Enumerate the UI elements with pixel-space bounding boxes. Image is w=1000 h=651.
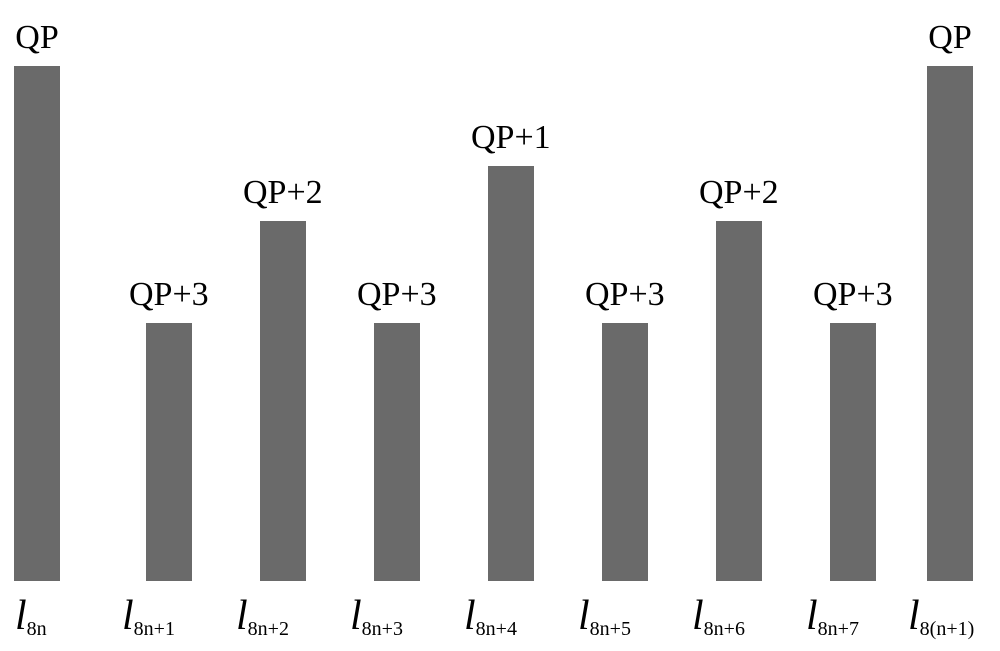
bar-1-rect (146, 323, 192, 581)
bar-2-x-sub: 8n+2 (248, 618, 289, 640)
bar-7-rect (830, 323, 876, 581)
bar-2-x-main: l (236, 593, 248, 639)
bar-7-x-main: l (806, 593, 818, 639)
bar-8-x-label: l8(n+1) (908, 592, 974, 641)
bar-5-rect (602, 323, 648, 581)
bar-8-rect (927, 66, 973, 581)
bar-0-x-main: l (15, 593, 27, 639)
bar-7: QP+3 (813, 276, 893, 581)
bar-0-x-label: l8n (15, 592, 47, 641)
bar-1-x-main: l (122, 593, 134, 639)
bar-6-top-label: QP+2 (699, 174, 779, 211)
bar-7-x-label: l8n+7 (806, 592, 859, 641)
bar-2-rect (260, 221, 306, 581)
bar-5: QP+3 (585, 276, 665, 581)
bar-1-top-label: QP+3 (129, 276, 209, 313)
bar-1: QP+3 (129, 276, 209, 581)
bar-6-x-label: l8n+6 (692, 592, 745, 641)
bar-4-x-main: l (464, 593, 476, 639)
bar-8-top-label: QP (928, 19, 971, 56)
bar-5-x-sub: 8n+5 (590, 618, 631, 640)
bar-3-top-label: QP+3 (357, 276, 437, 313)
bar-1-x-sub: 8n+1 (134, 618, 175, 640)
bar-4-x-sub: 8n+4 (476, 618, 517, 640)
bar-4-top-label: QP+1 (471, 119, 551, 156)
bar-7-top-label: QP+3 (813, 276, 893, 313)
bar-2: QP+2 (243, 174, 323, 581)
bar-6-x-sub: 8n+6 (704, 618, 745, 640)
bar-7-x-sub: 8n+7 (818, 618, 859, 640)
bar-0-x-sub: 8n (27, 618, 47, 640)
bar-6-x-main: l (692, 593, 704, 639)
bar-4-rect (488, 166, 534, 581)
bar-3: QP+3 (357, 276, 437, 581)
bar-3-x-sub: 8n+3 (362, 618, 403, 640)
bar-0: QP (14, 19, 60, 581)
bar-4: QP+1 (471, 119, 551, 581)
bar-0-rect (14, 66, 60, 581)
bar-1-x-label: l8n+1 (122, 592, 175, 641)
bar-6-rect (716, 221, 762, 581)
bar-5-x-label: l8n+5 (578, 592, 631, 641)
bar-5-top-label: QP+3 (585, 276, 665, 313)
bar-4-x-label: l8n+4 (464, 592, 517, 641)
bar-2-top-label: QP+2 (243, 174, 323, 211)
bar-2-x-label: l8n+2 (236, 592, 289, 641)
bar-8-x-main: l (908, 593, 920, 639)
bar-8-x-sub: 8(n+1) (920, 618, 975, 640)
bar-8: QP (927, 19, 973, 581)
bar-6: QP+2 (699, 174, 779, 581)
bar-3-x-main: l (350, 593, 362, 639)
bar-3-rect (374, 323, 420, 581)
qp-bar-chart: QP l8n QP+3 l8n+1 QP+2 l8n+2 QP+3 l8n+3 … (0, 0, 1000, 651)
bar-5-x-main: l (578, 593, 590, 639)
bar-3-x-label: l8n+3 (350, 592, 403, 641)
bar-0-top-label: QP (15, 19, 58, 56)
